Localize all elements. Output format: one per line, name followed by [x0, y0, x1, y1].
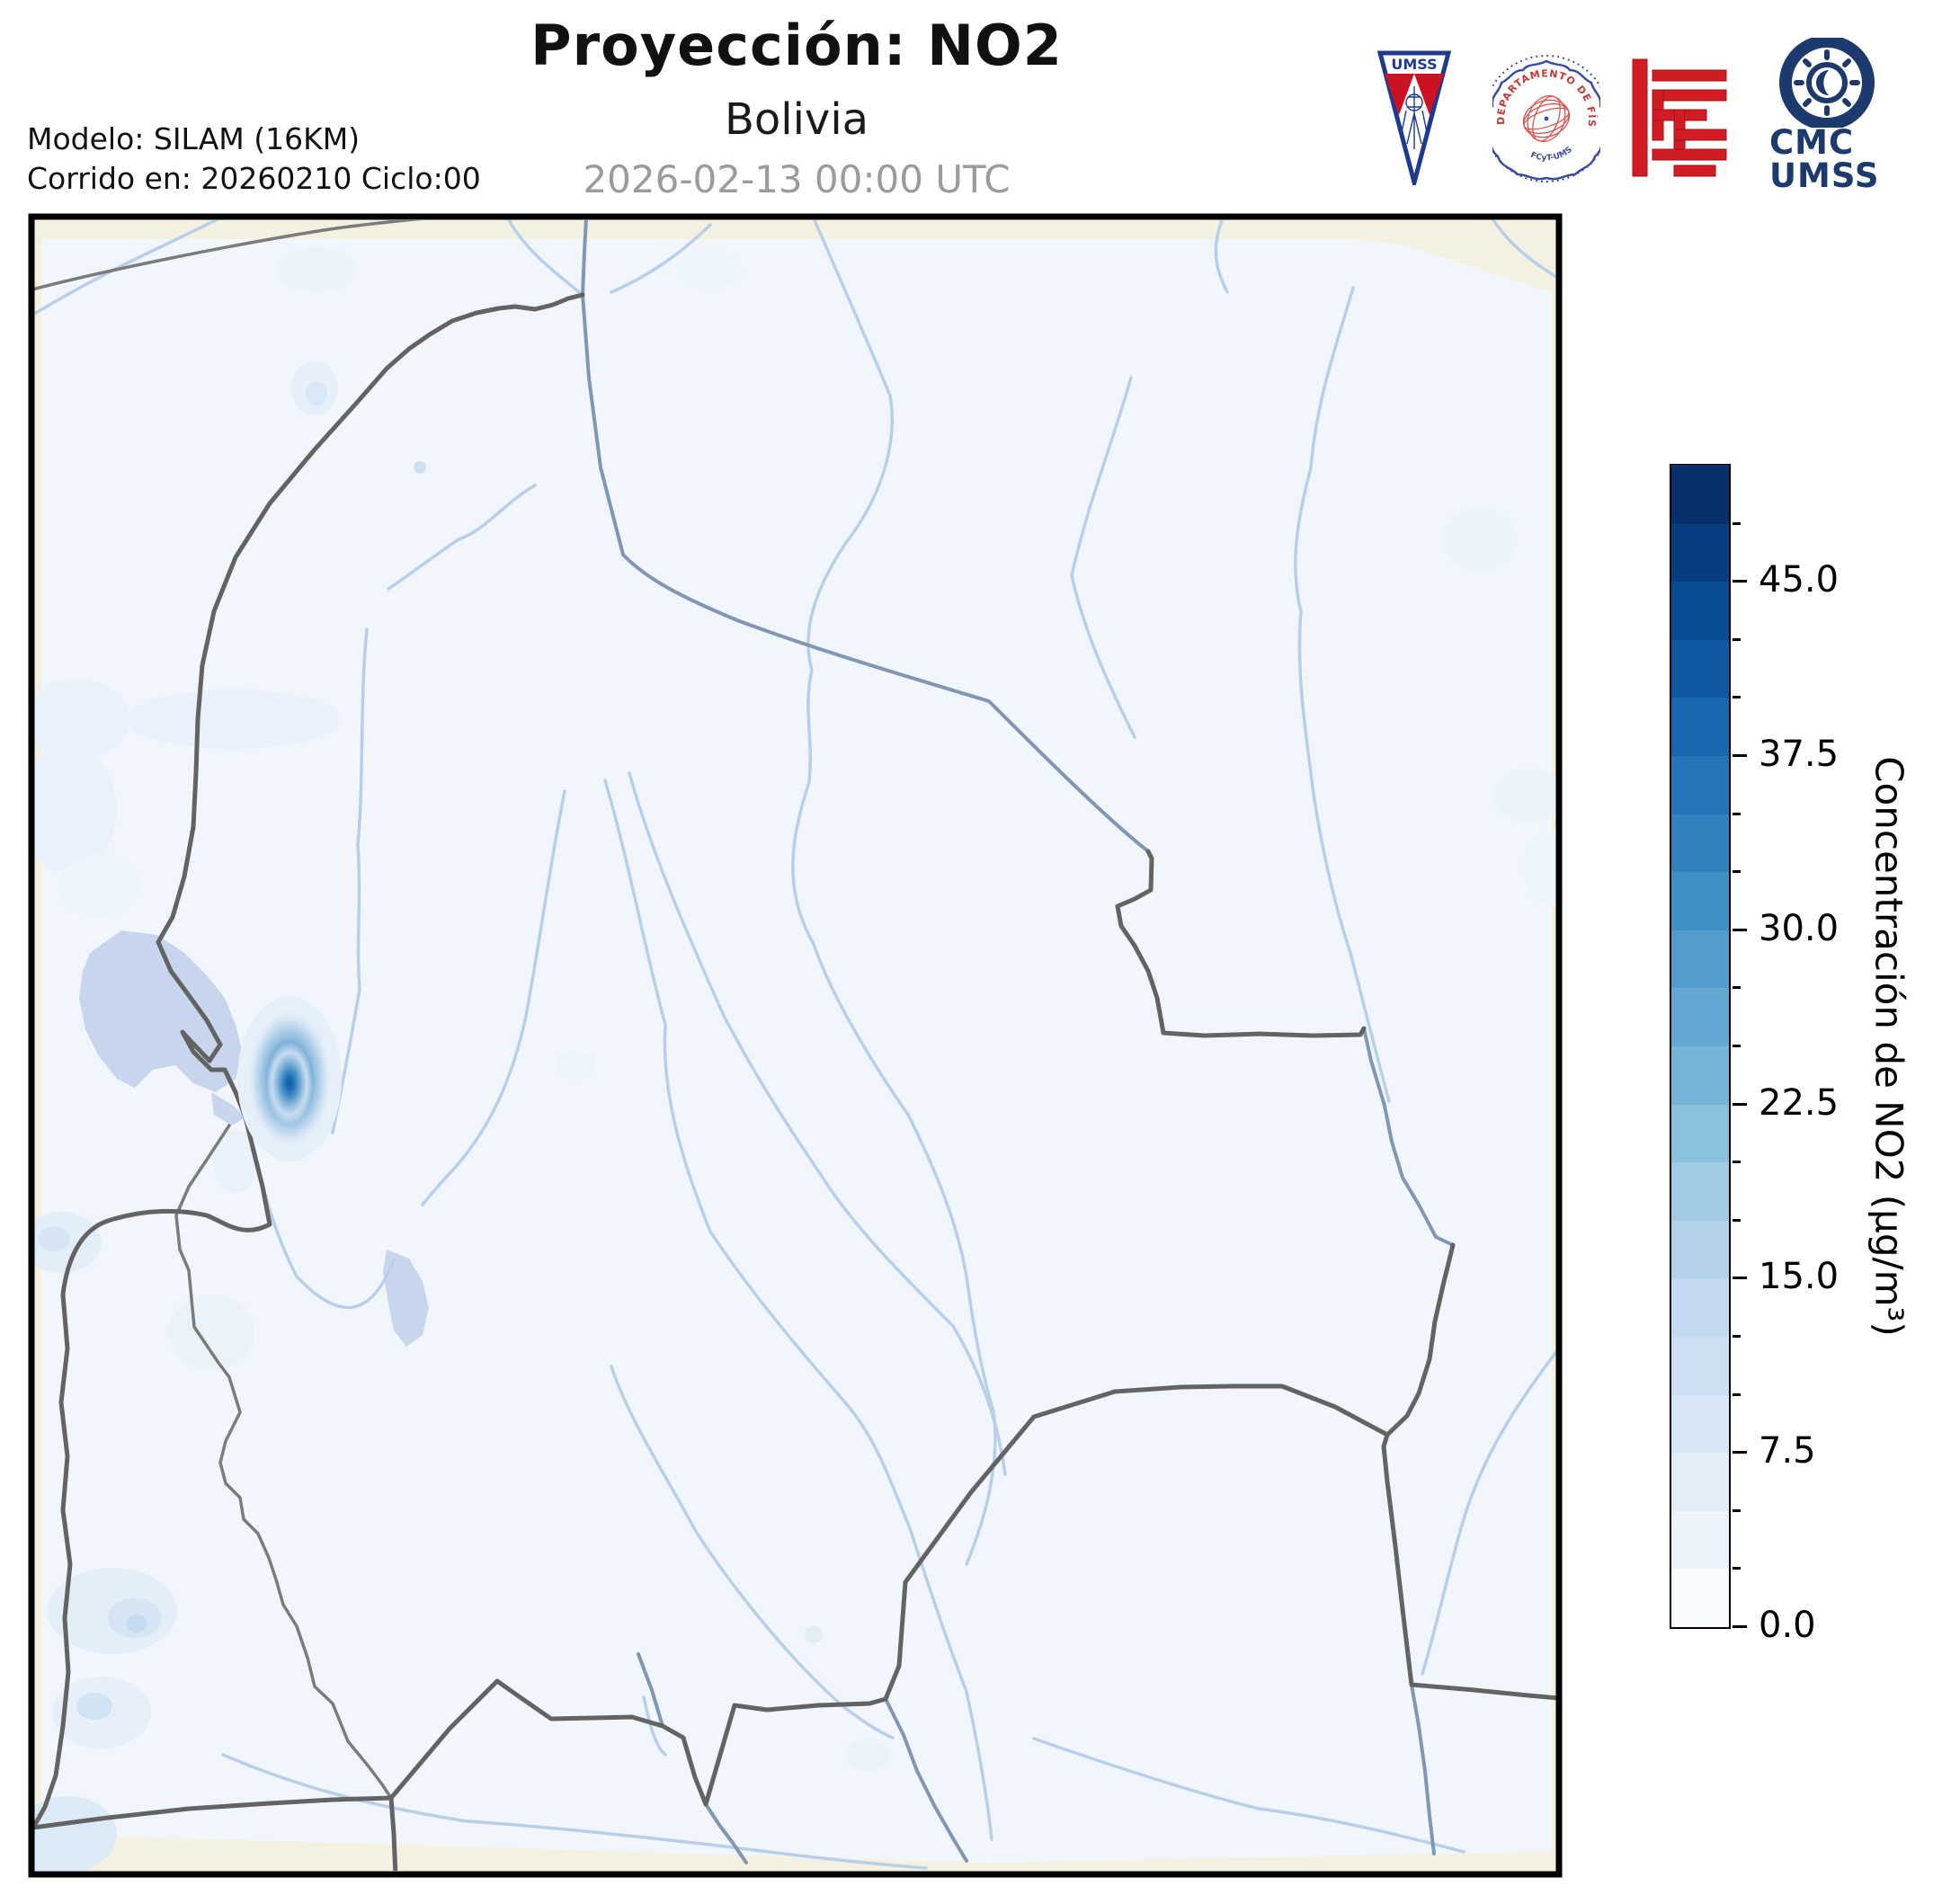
colorbar-band	[1671, 465, 1729, 524]
colorbar-minor-tick	[1733, 1218, 1741, 1222]
map-frame	[28, 213, 1563, 1878]
colorbar-band	[1671, 814, 1729, 873]
colorbar-tick-label: 22.5	[1759, 1081, 1840, 1124]
umss-pennant-icon: UMSS	[1377, 50, 1451, 185]
colorbar-band	[1671, 639, 1729, 698]
cmc-umss-logo-icon	[1779, 38, 1875, 128]
colorbar-major-tick	[1733, 1102, 1747, 1106]
country-borders	[32, 292, 1556, 1871]
model-info: Modelo: SILAM (16KM) Corrido en: 2026021…	[27, 120, 481, 198]
colorbar	[1670, 464, 1731, 1629]
colorbar-tick-label: 37.5	[1759, 734, 1840, 775]
colorbar-major-tick	[1733, 754, 1747, 757]
colorbar-band	[1671, 581, 1729, 640]
colorbar-band	[1671, 1510, 1729, 1570]
colorbar-minor-tick	[1733, 870, 1741, 874]
colorbar-minor-tick	[1733, 986, 1741, 990]
colorbar-minor-tick	[1733, 1508, 1741, 1512]
map-domain-background	[41, 239, 1552, 1863]
physics-seal-icon: DEPARTAMENTO DE FÍSICA FCyT-UMSS	[1492, 55, 1600, 182]
colorbar-band	[1671, 1161, 1729, 1221]
major-rivers	[581, 220, 1455, 1864]
colorbar-axis-label-text: Concentración de NO2 (µg/m³)	[1866, 756, 1911, 1337]
colorbar-axis-label: Concentración de NO2 (µg/m³)	[1857, 464, 1920, 1629]
colorbar-band	[1671, 1045, 1729, 1105]
colorbar-band	[1671, 1336, 1729, 1395]
colorbar-minor-tick	[1733, 521, 1741, 525]
colorbar-major-tick	[1733, 1451, 1747, 1455]
colorbar-major-tick	[1733, 928, 1747, 931]
colorbar-major-tick	[1733, 1277, 1747, 1280]
cmc-umss-logo-text: CMC UMSS	[1769, 126, 1886, 192]
colorbar-tick-label: 15.0	[1759, 1256, 1840, 1298]
colorbar-tick-label: 45.0	[1759, 559, 1840, 601]
colorbar-band	[1671, 755, 1729, 814]
colorbar-minor-tick	[1733, 812, 1741, 815]
colorbar-band	[1671, 1568, 1729, 1627]
model-name: Modelo: SILAM (16KM)	[27, 121, 361, 156]
fcyt-red-logo-icon	[1632, 58, 1727, 177]
colorbar-major-tick	[1733, 1625, 1747, 1628]
colorbar-tick-label: 7.5	[1759, 1430, 1816, 1472]
rivers	[34, 220, 1556, 1870]
colorbar-minor-tick	[1733, 1567, 1741, 1570]
colorbar-minor-tick	[1733, 1392, 1741, 1396]
lake-poopo	[383, 1250, 429, 1347]
colorbar-minor-tick	[1733, 637, 1741, 641]
colorbar-major-tick	[1733, 580, 1747, 583]
colorbar-minor-tick	[1733, 696, 1741, 699]
colorbar-band	[1671, 987, 1729, 1046]
colorbar-minor-tick	[1733, 1161, 1741, 1164]
umss-pennant-label: UMSS	[1391, 56, 1437, 73]
cmc-umss-label: UMSS	[1769, 156, 1880, 195]
colorbar-band	[1671, 1220, 1729, 1279]
colorbar-band	[1671, 930, 1729, 989]
department-borders	[32, 220, 423, 1800]
colorbar-band	[1671, 1277, 1729, 1337]
colorbar-band	[1671, 1394, 1729, 1454]
colorbar-minor-tick	[1733, 1335, 1741, 1338]
colorbar-minor-tick	[1733, 1045, 1741, 1047]
no2-hotspot	[237, 996, 342, 1161]
colorbar-band	[1671, 1104, 1729, 1163]
model-run: Corrido en: 20260210 Ciclo:00	[27, 160, 481, 196]
colorbar-band	[1671, 1452, 1729, 1511]
colorbar-band	[1671, 871, 1729, 930]
no2-concentration-patches	[32, 246, 1556, 1871]
cmc-label: CMC	[1769, 123, 1855, 162]
colorbar-tick-label: 30.0	[1759, 907, 1840, 949]
colorbar-band	[1671, 523, 1729, 583]
colorbar-band	[1671, 697, 1729, 756]
colorbar-tick-label: 0.0	[1759, 1605, 1816, 1646]
